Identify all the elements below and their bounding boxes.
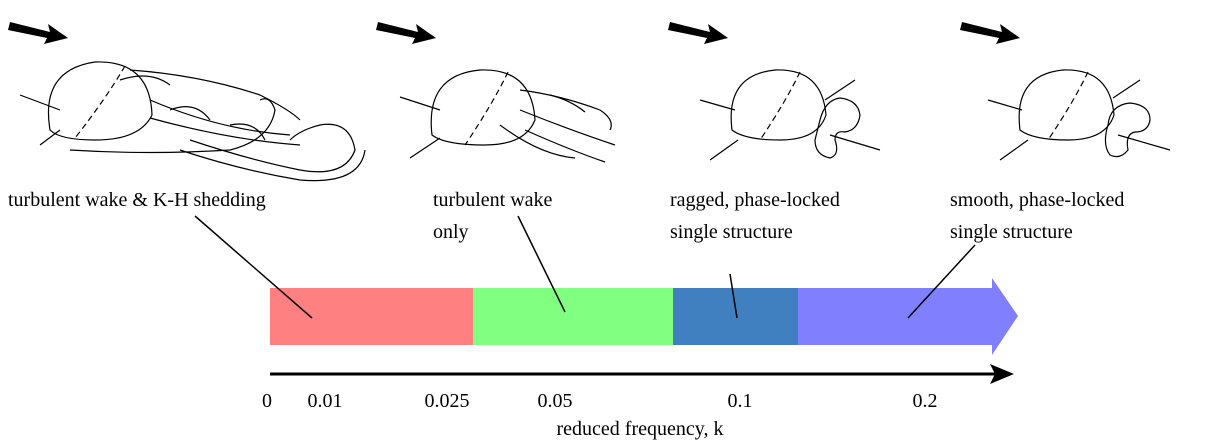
axis-tick-label: 0.2 bbox=[913, 390, 938, 412]
flow-arrows bbox=[8, 22, 1020, 44]
regime-band bbox=[473, 288, 673, 345]
flow-arrow bbox=[960, 22, 1020, 44]
axis-tick-label: 0 bbox=[262, 390, 272, 412]
region-label: turbulent wake & K-H shedding bbox=[8, 189, 266, 211]
regime-band bbox=[673, 288, 798, 345]
region-label: single structure bbox=[950, 221, 1073, 243]
leader-lines bbox=[194, 215, 976, 319]
axis-label: reduced frequency, k bbox=[557, 418, 724, 440]
regime-band-arrow bbox=[798, 278, 1018, 355]
axis-tick-label: 0.025 bbox=[425, 390, 470, 412]
flow-arrow bbox=[376, 22, 436, 44]
region-label: turbulent wake bbox=[433, 189, 553, 211]
leader-line bbox=[907, 244, 976, 319]
axis-tick-label: 0.01 bbox=[308, 390, 343, 412]
sketch-turbulent-wake bbox=[399, 69, 616, 163]
axis-arrowhead bbox=[990, 364, 1014, 384]
sketch-ragged bbox=[699, 69, 881, 161]
axis-tick-label: 0.05 bbox=[538, 390, 573, 412]
flow-arrow bbox=[8, 22, 68, 44]
leader-line bbox=[194, 215, 313, 319]
flow-arrow bbox=[668, 22, 728, 44]
sketch-smooth bbox=[987, 69, 1171, 161]
region-label: ragged, phase-locked bbox=[670, 189, 840, 211]
leader-line bbox=[729, 273, 738, 319]
region-label: single structure bbox=[670, 221, 793, 243]
region-label: smooth, phase-locked bbox=[950, 189, 1124, 211]
sketch-kh-shedding bbox=[19, 61, 366, 182]
region-label: only bbox=[433, 221, 469, 243]
regime-band bbox=[270, 288, 473, 345]
leader-line bbox=[517, 215, 566, 313]
axis-tick-label: 0.1 bbox=[728, 390, 753, 412]
